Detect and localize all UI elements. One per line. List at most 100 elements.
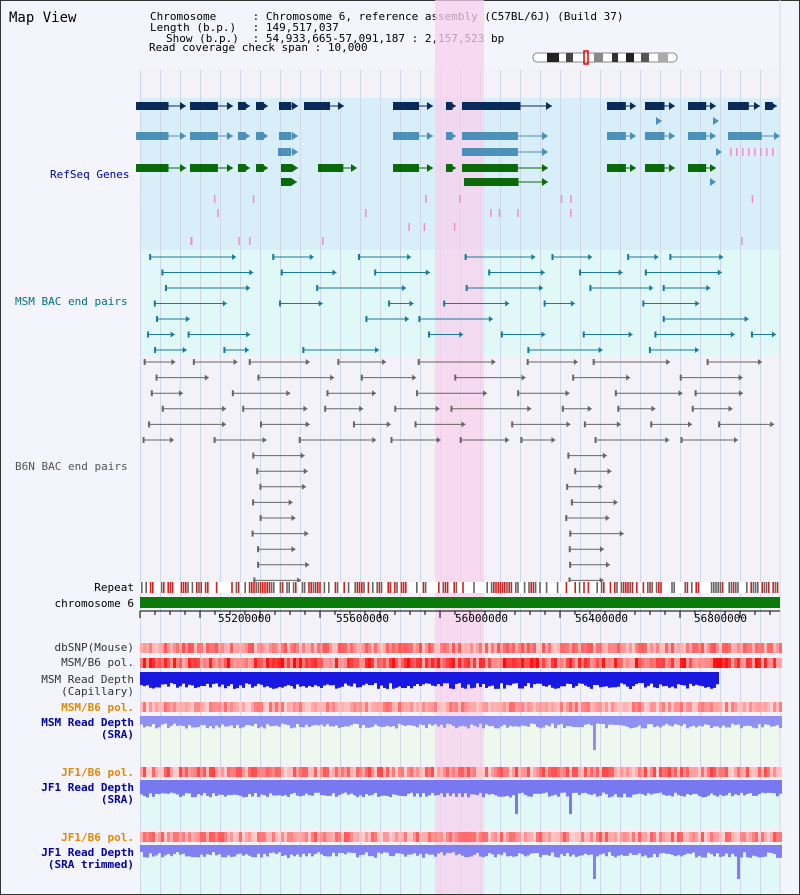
read-depth-bar bbox=[449, 845, 452, 854]
bac-end bbox=[286, 390, 291, 397]
read-depth-bar bbox=[725, 845, 728, 854]
polymorphism-cell bbox=[503, 658, 506, 668]
polymorphism-cell bbox=[290, 643, 293, 653]
read-depth-bar bbox=[716, 780, 719, 797]
repeat-element bbox=[207, 582, 209, 593]
repeat-element bbox=[717, 582, 719, 593]
repeat-element bbox=[171, 582, 174, 593]
polymorphism-cell bbox=[659, 643, 662, 653]
polymorphism-heatmaps[interactable] bbox=[140, 643, 782, 842]
read-depth-bar bbox=[314, 672, 317, 686]
repeat-element bbox=[301, 582, 304, 593]
read-depth-bar bbox=[206, 780, 209, 796]
polymorphism-cell bbox=[602, 643, 605, 653]
polymorphism-cell bbox=[287, 767, 290, 777]
read-depth-bar bbox=[635, 672, 638, 685]
read-depth-bar bbox=[749, 780, 752, 794]
read-depth-bar bbox=[746, 845, 749, 858]
polymorphism-cell bbox=[497, 643, 500, 653]
gene-fragment bbox=[741, 237, 743, 245]
read-depth-bar bbox=[542, 672, 545, 686]
polymorphism-cell bbox=[248, 702, 251, 712]
bac-end bbox=[662, 285, 665, 291]
polymorphism-cell bbox=[296, 767, 299, 777]
bac-end bbox=[279, 300, 282, 307]
polymorphism-cell bbox=[155, 658, 158, 668]
b6n-bac-track[interactable] bbox=[142, 359, 775, 584]
repeat-element bbox=[746, 582, 748, 593]
repeat-element bbox=[231, 582, 233, 593]
repeat-element bbox=[508, 582, 510, 593]
polymorphism-cell bbox=[440, 767, 443, 777]
polymorphism-cell bbox=[569, 658, 572, 668]
polymorphism-cell bbox=[638, 832, 641, 842]
polymorphism-cell bbox=[317, 832, 320, 842]
bac-end bbox=[649, 285, 654, 291]
read-depth-bar bbox=[386, 672, 389, 689]
polymorphism-cell bbox=[371, 702, 374, 712]
polymorphism-cell bbox=[257, 702, 260, 712]
polymorphism-cell bbox=[557, 643, 560, 653]
read-depth-bar bbox=[143, 845, 146, 858]
bac-end bbox=[291, 515, 296, 521]
bac-end bbox=[450, 405, 453, 412]
polymorphism-cell bbox=[707, 643, 710, 653]
polymorphism-cell bbox=[524, 832, 527, 842]
polymorphism-cell bbox=[620, 832, 623, 842]
bac-end bbox=[407, 254, 412, 260]
read-depth-bar bbox=[359, 780, 362, 796]
refseq-genes-track[interactable] bbox=[136, 102, 780, 245]
polymorphism-cell bbox=[383, 767, 386, 777]
read-depth-tracks[interactable] bbox=[140, 672, 782, 879]
repeat-element bbox=[257, 582, 260, 593]
polymorphism-cell bbox=[773, 832, 776, 842]
polymorphism-cell bbox=[218, 767, 221, 777]
polymorphism-cell bbox=[374, 767, 377, 777]
polymorphism-cell bbox=[539, 702, 542, 712]
bac-end bbox=[488, 269, 491, 276]
gene-exon bbox=[281, 164, 293, 172]
bac-end bbox=[738, 390, 743, 397]
chromosome-ideogram[interactable] bbox=[532, 50, 678, 65]
read-depth-bar bbox=[425, 672, 428, 684]
gene-fragment bbox=[190, 237, 193, 245]
gene-fragment bbox=[408, 223, 410, 231]
gene-fragment bbox=[252, 195, 255, 203]
polymorphism-cell bbox=[191, 767, 194, 777]
bac-end bbox=[259, 421, 262, 428]
polymorphism-cell bbox=[512, 643, 515, 653]
msm-bac-label[interactable]: MSM BAC end pairs bbox=[15, 295, 128, 308]
repeat-track[interactable] bbox=[140, 582, 780, 593]
read-depth-bar bbox=[215, 672, 218, 684]
polymorphism-cell bbox=[380, 767, 383, 777]
read-depth-bar bbox=[428, 845, 431, 855]
read-depth-bar bbox=[152, 716, 155, 725]
polymorphism-cell bbox=[515, 702, 518, 712]
read-depth-bar bbox=[527, 845, 530, 856]
polymorphism-cell bbox=[434, 643, 437, 653]
polymorphism-cell bbox=[449, 767, 452, 777]
b6n-bac-label[interactable]: B6N BAC end pairs bbox=[15, 460, 128, 473]
read-depth-bar bbox=[623, 780, 626, 794]
polymorphism-cell bbox=[575, 832, 578, 842]
polymorphism-cell bbox=[719, 702, 722, 712]
coverage-value: 10,000 bbox=[327, 41, 368, 54]
polymorphism-cell bbox=[497, 832, 500, 842]
repeat-element bbox=[695, 582, 697, 593]
polymorphism-cell bbox=[437, 643, 440, 653]
refseq-genes-label[interactable]: RefSeq Genes bbox=[50, 168, 130, 181]
polymorphism-cell bbox=[470, 658, 473, 668]
msm-bac-track[interactable] bbox=[147, 254, 777, 353]
polymorphism-cell bbox=[644, 832, 647, 842]
chromosome-bar[interactable] bbox=[140, 597, 780, 608]
polymorphism-cell bbox=[179, 832, 182, 842]
polymorphism-cell bbox=[263, 702, 266, 712]
repeat-element bbox=[534, 582, 537, 593]
bac-end bbox=[304, 530, 309, 537]
polymorphism-cell bbox=[764, 832, 767, 842]
polymorphism-cell bbox=[332, 832, 335, 842]
read-depth-bar bbox=[176, 716, 179, 726]
read-depth-bar bbox=[140, 845, 143, 853]
polymorphism-cell bbox=[260, 643, 263, 653]
